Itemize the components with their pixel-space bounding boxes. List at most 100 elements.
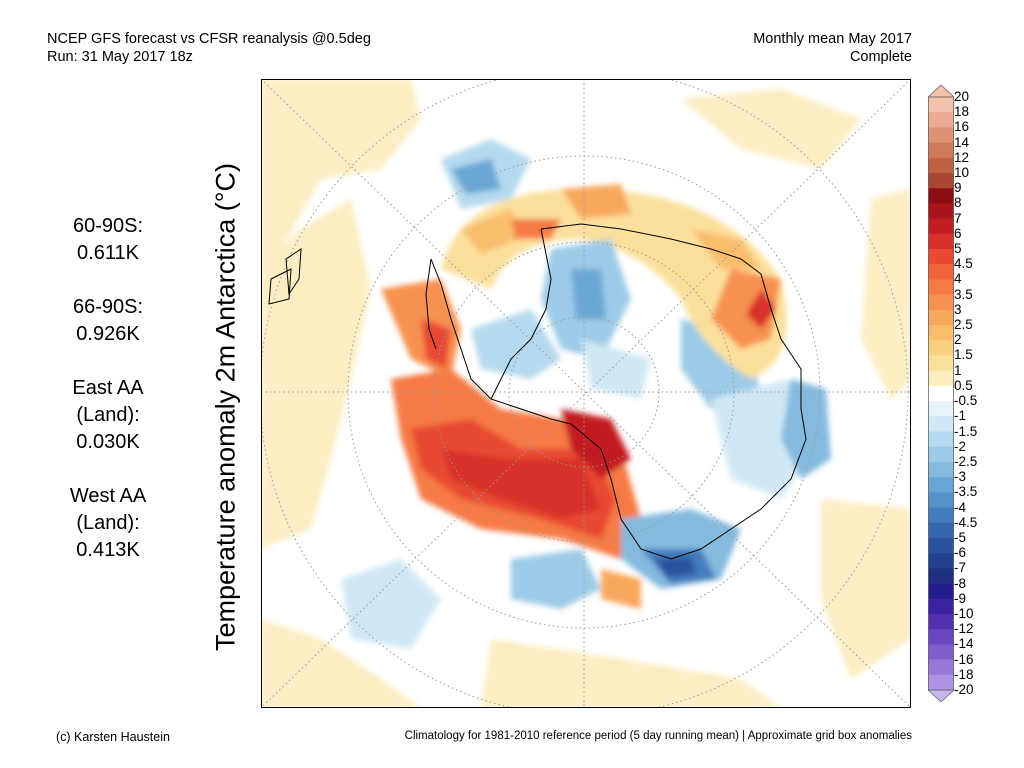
cool-patch bbox=[511, 549, 601, 609]
title-left: NCEP GFS forecast vs CFSR reanalysis @0.… bbox=[47, 30, 371, 66]
colorbar-tick-label: 2 bbox=[954, 332, 962, 348]
colorbar-tick-label: -18 bbox=[954, 666, 974, 682]
colorbar-swatch bbox=[928, 264, 954, 280]
warm-coast-east bbox=[511, 219, 561, 239]
colorbar-tick-label: 4 bbox=[954, 271, 962, 287]
colorbar-swatch bbox=[928, 203, 954, 219]
colorbar-swatch bbox=[928, 355, 954, 371]
warm-patch bbox=[481, 639, 781, 708]
colorbar-swatch bbox=[928, 233, 954, 250]
colorbar-tick-label: 20 bbox=[954, 89, 970, 104]
colorbar-swatch bbox=[928, 568, 954, 584]
colorbar-swatch bbox=[928, 157, 954, 174]
stat-line: West AA bbox=[69, 485, 147, 507]
colorbar-tick-label: -3 bbox=[954, 469, 967, 485]
colorbar-outline bbox=[928, 96, 954, 691]
model-title: NCEP GFS forecast vs CFSR reanalysis @0.… bbox=[47, 31, 371, 47]
warm-patch bbox=[681, 89, 861, 169]
colorbar-swatch bbox=[928, 340, 954, 356]
colorbar-tick-label: -9 bbox=[954, 590, 967, 606]
colorbar-tick-label: 12 bbox=[954, 149, 970, 165]
cool-coast bbox=[781, 379, 831, 479]
colorbar-swatch bbox=[928, 127, 954, 143]
colorbar-swatch bbox=[928, 537, 954, 554]
colorbar-tick-label: 6 bbox=[954, 225, 962, 241]
colorbar-tick-label: 3.5 bbox=[954, 286, 973, 302]
warm-patch bbox=[861, 189, 911, 399]
colorbar-tick-label: -10 bbox=[954, 605, 974, 621]
colorbar-tick-label: 3 bbox=[954, 301, 962, 317]
stat-line: 0.611K bbox=[77, 242, 139, 264]
stat-line: 60-90S: bbox=[72, 215, 144, 237]
colorbar-swatch bbox=[928, 416, 954, 432]
run-label: Run: 31 May 2017 18z bbox=[47, 49, 193, 65]
credit: (c) Karsten Haustein bbox=[56, 730, 170, 744]
colorbar-swatch bbox=[928, 370, 954, 387]
colorbar-tick-label: -12 bbox=[954, 621, 974, 637]
colorbar-swatch bbox=[928, 507, 954, 524]
warm-patch bbox=[261, 619, 421, 708]
colorbar-tick-label: 18 bbox=[954, 104, 970, 120]
colorbar-swatch bbox=[928, 492, 954, 508]
stat-line: 0.926K bbox=[76, 323, 140, 345]
colorbar-swatch bbox=[928, 173, 954, 189]
colorbar-tick-label: 8 bbox=[954, 195, 962, 211]
colorbar-tick-label: -4 bbox=[954, 499, 967, 515]
warm-patch bbox=[261, 79, 421, 279]
warm-coast-east bbox=[711, 269, 781, 349]
colorbar-tick-label: -2 bbox=[954, 438, 967, 454]
stat-line: East AA bbox=[72, 377, 144, 399]
colorbar-tick-label: -14 bbox=[954, 636, 974, 652]
anomaly-map bbox=[261, 79, 911, 708]
warm-anomaly bbox=[561, 409, 631, 479]
warm-anomaly bbox=[441, 449, 601, 519]
stat-line: 0.030K bbox=[76, 431, 140, 453]
colorbar-tick-label: -3.5 bbox=[954, 484, 978, 500]
colorbar-swatch bbox=[928, 188, 954, 204]
colorbar-swatch bbox=[928, 477, 954, 493]
colorbar-swatch bbox=[928, 249, 954, 265]
colorbar-swatch bbox=[928, 522, 954, 539]
colorbar-swatch bbox=[928, 613, 954, 630]
status-label: Complete bbox=[849, 49, 912, 65]
colorbar-swatch bbox=[928, 553, 954, 569]
colorbar-tick-label: 2.5 bbox=[954, 317, 973, 333]
colorbar-swatch bbox=[928, 325, 954, 341]
colorbar-swatch bbox=[928, 294, 954, 311]
title-right: Monthly mean May 2017 Complete bbox=[753, 30, 912, 66]
warm-patch bbox=[821, 499, 911, 679]
colorbar-swatch bbox=[928, 385, 954, 402]
cold-anomaly bbox=[656, 557, 696, 577]
colorbar-tick-label: 14 bbox=[954, 134, 970, 150]
colorbar-swatch bbox=[928, 112, 954, 128]
colorbar-swatch bbox=[928, 583, 954, 600]
colorbar-tick-label: -2.5 bbox=[954, 453, 978, 469]
warm-ring bbox=[461, 209, 521, 254]
colorbar-tick-label: 0.5 bbox=[954, 377, 973, 393]
stat-block: 66-90S: 0.926K bbox=[52, 294, 164, 348]
colorbar-tick-label: -5 bbox=[954, 529, 967, 545]
colorbar-tick-label: 1 bbox=[954, 362, 962, 378]
graticule bbox=[261, 79, 911, 708]
colorbar-tick-label: 5 bbox=[954, 241, 962, 257]
colorbar-tick-label: 7 bbox=[954, 210, 962, 226]
colorbar-swatch bbox=[928, 279, 954, 295]
cool-patch bbox=[341, 559, 441, 649]
stat-line: (Land): bbox=[76, 404, 140, 426]
period-label: Monthly mean May 2017 bbox=[753, 31, 912, 47]
colorbar-swatch bbox=[928, 598, 954, 615]
colorbar-swatch bbox=[928, 309, 954, 326]
colorbar-swatch bbox=[928, 446, 954, 463]
colorbar-tick-label: 9 bbox=[954, 180, 962, 196]
colorbar-tick-label: 16 bbox=[954, 119, 970, 135]
colorbar-swatch bbox=[928, 97, 954, 113]
colorbar-extend-top bbox=[928, 85, 954, 98]
colorbar-tick-label: -16 bbox=[954, 651, 974, 667]
colorbar-tick-label: -7 bbox=[954, 560, 967, 576]
warm-peninsula bbox=[421, 319, 451, 369]
cool-patch bbox=[451, 159, 501, 194]
colorbar bbox=[928, 85, 954, 702]
colorbar-tick-label: 1.5 bbox=[954, 347, 973, 363]
stat-block: 60-90S: 0.611K bbox=[52, 213, 164, 267]
anomaly-field bbox=[261, 79, 911, 708]
